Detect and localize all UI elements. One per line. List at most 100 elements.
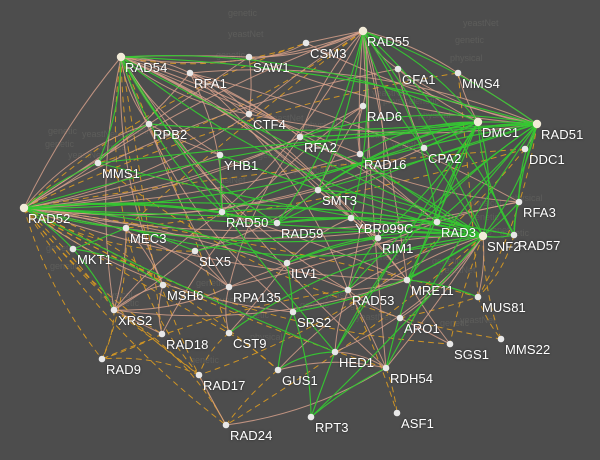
node-label-rim1[interactable]: RIM1	[382, 241, 414, 256]
graph-node-mms1[interactable]	[94, 159, 102, 167]
graph-node-rad16[interactable]	[356, 150, 364, 158]
graph-node-srs2[interactable]	[289, 308, 297, 316]
graph-node-rad50[interactable]	[218, 208, 226, 216]
graph-node-rad17[interactable]	[195, 371, 203, 379]
graph-node-rpt3[interactable]	[307, 413, 315, 421]
graph-node-mkt1[interactable]	[69, 245, 77, 253]
node-label-cst9[interactable]: CST9	[233, 336, 267, 351]
node-label-xrs2[interactable]: XRS2	[118, 313, 153, 328]
graph-node-asf1[interactable]	[393, 409, 401, 417]
graph-node-hed1[interactable]	[331, 348, 339, 356]
graph-node-rad24[interactable]	[222, 421, 230, 429]
graph-node-aro1[interactable]	[396, 314, 404, 322]
node-label-rad52[interactable]: RAD52	[28, 211, 71, 226]
graph-node-gus1[interactable]	[274, 366, 282, 374]
node-label-rad3[interactable]: RAD3	[441, 225, 477, 240]
node-label-rpb2[interactable]: RPB2	[153, 127, 188, 142]
node-label-rad6[interactable]: RAD6	[367, 109, 403, 124]
graph-node-slx5[interactable]	[191, 247, 199, 255]
node-label-mms4[interactable]: MMS4	[462, 76, 500, 91]
node-label-rad59[interactable]: RAD59	[281, 226, 324, 241]
graph-node-rad57[interactable]	[510, 231, 518, 239]
graph-node-rad6[interactable]	[359, 102, 367, 110]
node-label-snf2[interactable]: SNF2	[487, 239, 521, 254]
graph-node-rpb2[interactable]	[145, 120, 153, 128]
node-label-yhb1[interactable]: YHB1	[224, 158, 259, 173]
graph-node-rad53[interactable]	[344, 286, 352, 294]
graph-node-rfa1[interactable]	[186, 69, 194, 77]
node-label-smt3[interactable]: SMT3	[322, 193, 358, 208]
node-label-gfa1[interactable]: GFA1	[402, 72, 436, 87]
graph-node-rad3[interactable]	[433, 218, 441, 226]
node-label-ybr099c[interactable]: YBR099C	[355, 221, 414, 236]
graph-node-yhb1[interactable]	[216, 151, 224, 159]
graph-node-rad54[interactable]	[116, 52, 126, 62]
graph-node-snf2[interactable]	[478, 231, 488, 241]
node-label-saw1[interactable]: SAW1	[253, 60, 290, 75]
graph-node-rfa3[interactable]	[515, 198, 523, 206]
node-label-rfa2[interactable]: RFA2	[304, 140, 337, 155]
node-label-rad55[interactable]: RAD55	[367, 34, 410, 49]
node-label-rpt3[interactable]: RPT3	[315, 420, 349, 435]
node-label-mre11[interactable]: MRE11	[411, 283, 454, 298]
graph-node-ybr099c[interactable]	[347, 214, 355, 222]
graph-node-ctf4[interactable]	[245, 110, 253, 118]
node-label-hed1[interactable]: HED1	[339, 355, 375, 370]
graph-node-ddc1[interactable]	[521, 145, 529, 153]
node-label-mec3[interactable]: MEC3	[130, 231, 167, 246]
graph-node-mms4[interactable]	[454, 69, 462, 77]
graph-node-ilv1[interactable]	[283, 259, 291, 267]
node-label-rad51[interactable]: RAD51	[541, 127, 584, 142]
node-label-mkt1[interactable]: MKT1	[77, 252, 113, 267]
node-label-rfa3[interactable]: RFA3	[523, 205, 556, 220]
node-label-mms22[interactable]: MMS22	[505, 342, 551, 357]
graph-node-xrs2[interactable]	[110, 306, 118, 314]
node-label-slx5[interactable]: SLX5	[199, 254, 232, 269]
node-label-rad18[interactable]: RAD18	[166, 337, 209, 352]
node-label-srs2[interactable]: SRS2	[297, 315, 332, 330]
node-label-rdh54[interactable]: RDH54	[390, 371, 434, 386]
graph-node-mre11[interactable]	[403, 276, 411, 284]
node-label-rad53[interactable]: RAD53	[352, 293, 395, 308]
node-label-rad16[interactable]: RAD16	[364, 157, 407, 172]
node-label-cpa2[interactable]: CPA2	[428, 151, 462, 166]
node-label-rad50[interactable]: RAD50	[226, 215, 269, 230]
graph-node-rpa135[interactable]	[225, 283, 233, 291]
node-label-asf1[interactable]: ASF1	[401, 416, 434, 431]
node-label-ddc1[interactable]: DDC1	[529, 152, 565, 167]
node-label-rad54[interactable]: RAD54	[125, 60, 168, 75]
graph-node-rad59[interactable]	[273, 219, 281, 227]
graph-node-cst9[interactable]	[225, 329, 233, 337]
graph-node-rad9[interactable]	[98, 355, 106, 363]
node-label-msh6[interactable]: MSH6	[167, 288, 204, 303]
graph-node-rdh54[interactable]	[382, 364, 390, 372]
graph-node-rfa2[interactable]	[296, 133, 304, 141]
node-label-rad24[interactable]: RAD24	[230, 428, 273, 443]
graph-node-msh6[interactable]	[159, 281, 167, 289]
node-label-rad57[interactable]: RAD57	[518, 238, 561, 253]
graph-node-sgs1[interactable]	[446, 340, 454, 348]
graph-node-rad51[interactable]	[532, 119, 542, 129]
graph-node-smt3[interactable]	[314, 186, 322, 194]
graph-node-rad55[interactable]	[358, 26, 368, 36]
node-label-csm3[interactable]: CSM3	[310, 46, 347, 61]
node-label-rfa1[interactable]: RFA1	[194, 76, 227, 91]
node-label-aro1[interactable]: ARO1	[404, 321, 440, 336]
node-label-rad17[interactable]: RAD17	[203, 378, 246, 393]
graph-node-gfa1[interactable]	[394, 65, 402, 73]
graph-node-saw1[interactable]	[245, 53, 253, 61]
graph-node-mec3[interactable]	[122, 224, 130, 232]
graph-node-rad52[interactable]	[19, 203, 29, 213]
graph-node-dmc1[interactable]	[473, 117, 483, 127]
graph-node-cpa2[interactable]	[420, 144, 428, 152]
graph-node-rad18[interactable]	[158, 330, 166, 338]
graph-node-mms22[interactable]	[497, 335, 505, 343]
node-label-rad9[interactable]: RAD9	[106, 362, 142, 377]
node-label-mus81[interactable]: MUS81	[482, 300, 526, 315]
node-label-ctf4[interactable]: CTF4	[253, 117, 286, 132]
graph-node-csm3[interactable]	[302, 39, 310, 47]
node-label-mms1[interactable]: MMS1	[102, 166, 140, 181]
node-label-gus1[interactable]: GUS1	[282, 373, 318, 388]
graph-node-rim1[interactable]	[374, 234, 382, 242]
